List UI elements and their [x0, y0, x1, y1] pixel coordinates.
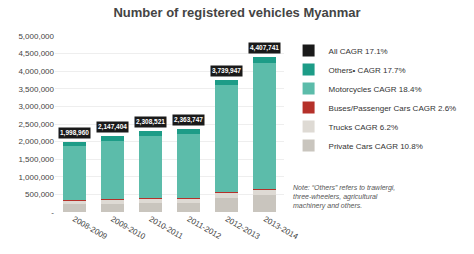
svg-text:2,500,000: 2,500,000 [18, 120, 54, 129]
svg-text:500,000: 500,000 [25, 190, 54, 199]
svg-text:4,500,000: 4,500,000 [18, 49, 54, 58]
svg-text:Buses/Passenger Cars CAGR 2.6%: Buses/Passenger Cars CAGR 2.6% [329, 104, 457, 113]
svg-text:2,000,000: 2,000,000 [18, 137, 54, 146]
svg-text:1,000,000: 1,000,000 [18, 173, 54, 182]
svg-text:-: - [51, 208, 54, 217]
svg-text:2013-2014: 2013-2014 [262, 214, 300, 241]
svg-text:4,407,741: 4,407,741 [250, 44, 279, 52]
svg-text:Motorcycles CAGR 18.4%: Motorcycles CAGR 18.4% [329, 85, 422, 94]
svg-text:Others• CAGR 17.7%: Others• CAGR 17.7% [329, 66, 406, 75]
svg-text:Note: “Others” refers to trawl: Note: “Others” refers to trawlergi,three… [293, 184, 395, 210]
svg-text:3,000,000: 3,000,000 [18, 102, 54, 111]
svg-text:Trucks CAGR 6.2%: Trucks CAGR 6.2% [329, 123, 399, 132]
svg-text:1,998,960: 1,998,960 [60, 129, 89, 137]
svg-text:3,500,000: 3,500,000 [18, 85, 54, 94]
svg-text:2,147,404: 2,147,404 [98, 123, 127, 131]
svg-text:2011-2012: 2011-2012 [186, 214, 224, 241]
svg-text:Number of registered vehicles: Number of registered vehicles Myanmar [113, 5, 360, 20]
svg-text:2012-2013: 2012-2013 [224, 214, 262, 241]
svg-text:2010-2011: 2010-2011 [147, 214, 185, 241]
svg-text:2,308,521: 2,308,521 [136, 118, 165, 126]
svg-text:1,500,000: 1,500,000 [18, 155, 54, 164]
svg-text:2009-2010: 2009-2010 [109, 214, 147, 241]
svg-text:4,000,000: 4,000,000 [18, 67, 54, 76]
svg-text:Private Cars CAGR 10.8%: Private Cars CAGR 10.8% [329, 142, 423, 151]
svg-text:3,739,947: 3,739,947 [212, 67, 241, 75]
svg-text:2,363,747: 2,363,747 [174, 116, 203, 124]
svg-text:All CAGR 17.1%: All CAGR 17.1% [329, 47, 388, 56]
svg-text:5,000,000: 5,000,000 [18, 32, 54, 41]
svg-text:2008-2009: 2008-2009 [71, 214, 109, 241]
